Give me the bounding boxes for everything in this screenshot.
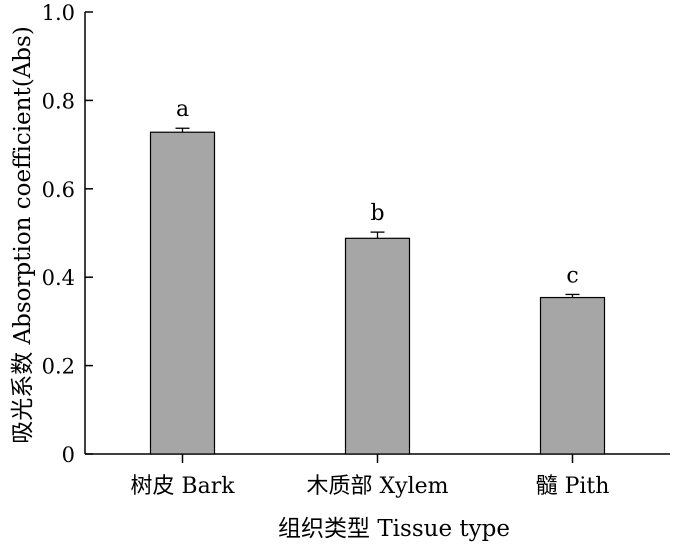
x-axis: 树皮 Bark 木质部 Xylem 髓 Pith bbox=[85, 453, 670, 499]
y-tick-label: 0.2 bbox=[42, 355, 75, 379]
significance-label: b bbox=[370, 201, 384, 226]
y-axis-title: 吸光系数 Absorption coefficient(Abs) bbox=[10, 26, 36, 444]
y-tick-label: 1.0 bbox=[42, 1, 75, 25]
y-axis: 0 0.2 0.4 0.6 0.8 1.0 bbox=[42, 1, 93, 467]
bar bbox=[539, 296, 606, 455]
y-tick-label: 0.4 bbox=[42, 266, 75, 290]
significance-label: a bbox=[176, 97, 189, 122]
x-tick-label: 髓 Pith bbox=[536, 474, 610, 499]
x-axis-title: 组织类型 Tissue type bbox=[278, 516, 510, 542]
significance-label: c bbox=[566, 263, 578, 288]
x-tick-label: 树皮 Bark bbox=[130, 474, 235, 499]
x-tick-label: 木质部 Xylem bbox=[306, 474, 448, 499]
y-tick-label: 0.8 bbox=[42, 89, 75, 113]
bar bbox=[149, 131, 216, 455]
y-tick-label: 0.6 bbox=[42, 178, 75, 202]
y-tick-label: 0 bbox=[62, 443, 75, 467]
bar bbox=[344, 237, 411, 455]
bars: a b c bbox=[149, 97, 606, 455]
